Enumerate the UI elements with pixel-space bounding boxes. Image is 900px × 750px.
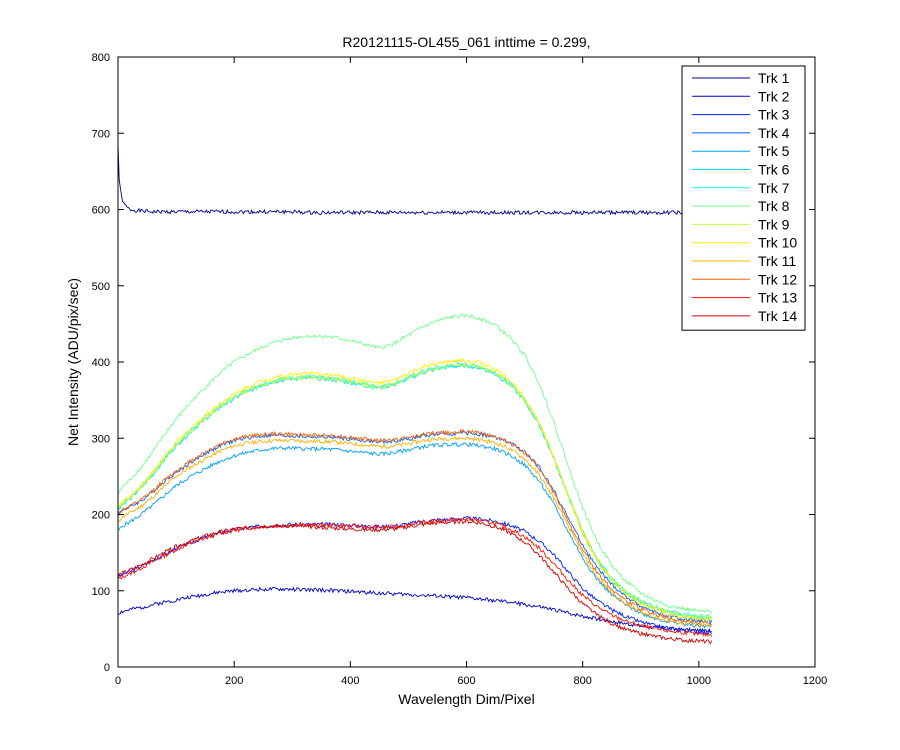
y-tick-label: 300 — [92, 433, 110, 445]
y-tick-label: 100 — [92, 586, 110, 598]
x-tick-label: 800 — [573, 675, 591, 687]
x-tick-label: 1200 — [803, 675, 827, 687]
legend-entry-label: Trk 12 — [758, 271, 797, 287]
y-tick-label: 400 — [92, 357, 110, 369]
series-line-2 — [117, 586, 712, 634]
series-line-1 — [117, 144, 712, 216]
x-tick-label: 0 — [115, 675, 121, 687]
chart-title: R20121115-OL455_061 inttime = 0.299, — [342, 34, 590, 50]
legend-box — [681, 65, 806, 331]
legend-entry-label: Trk 8 — [758, 198, 790, 214]
series-line-12 — [117, 428, 712, 626]
legend-entry-label: Trk 14 — [758, 308, 797, 324]
legend-entry-label: Trk 9 — [758, 216, 790, 232]
x-tick-label: 600 — [457, 675, 475, 687]
legend-entry-label: Trk 4 — [758, 125, 790, 141]
x-tick-label: 1000 — [687, 675, 711, 687]
series-line-14 — [117, 519, 713, 645]
legend-entry-label: Trk 1 — [758, 70, 790, 86]
y-tick-label: 800 — [92, 52, 110, 64]
series-line-10 — [117, 357, 712, 622]
x-tick-label: 200 — [225, 675, 243, 687]
series-layer — [117, 144, 713, 645]
y-tick-label: 600 — [92, 205, 110, 217]
legend-entry-label: Trk 7 — [758, 180, 790, 196]
legend-entry-label: Trk 10 — [758, 235, 797, 251]
y-axis-label: Net Intensity (ADU/pix/sec) — [65, 278, 81, 446]
x-tick-label: 400 — [341, 675, 359, 687]
axes: 0 200 400 600 800 1000 1200 0 100 200 300 400 500 600… — [92, 52, 828, 687]
series-line-9 — [117, 361, 713, 621]
y-tick-label: 700 — [92, 128, 110, 140]
y-tick-label: 500 — [92, 281, 110, 293]
x-axis-label: Wavelength Dim/Pixel — [398, 691, 534, 707]
series-line-11 — [117, 435, 712, 628]
legend-entry-label: Trk 2 — [758, 88, 790, 104]
y-tick-label: 200 — [92, 510, 110, 522]
legend-entry-label: Trk 13 — [758, 290, 797, 306]
series-line-8 — [117, 313, 712, 614]
legend-entry-label: Trk 5 — [758, 143, 790, 159]
series-line-13 — [117, 516, 712, 637]
y-tick-label: 0 — [104, 662, 110, 674]
legend: Trk 1 Trk 2 Trk 3 Trk 4 Trk 5 Trk 6 Trk 7 Trk 8… — [681, 65, 806, 331]
legend-entry-label: Trk 6 — [758, 162, 790, 178]
legend-entry-label: Trk 11 — [758, 253, 796, 269]
legend-entry-label: Trk 3 — [758, 107, 790, 123]
